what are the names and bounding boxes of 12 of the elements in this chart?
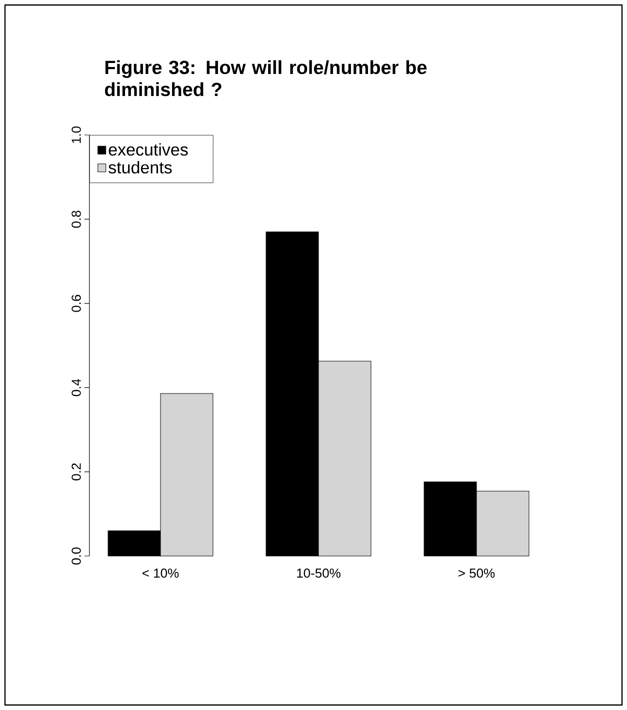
x-tick-label: > 50% <box>458 568 495 578</box>
chart-title: Figure 33: How will role/number be diminished ? <box>104 60 427 96</box>
y-tick-label: 1.0 <box>72 126 81 144</box>
x-tick-label: 10-50% <box>297 568 340 578</box>
legend-label: executives <box>108 143 188 156</box>
legend-label: students <box>108 161 172 174</box>
x-tick-label: < 10% <box>142 568 179 578</box>
y-tick-label: 0.6 <box>72 294 81 312</box>
y-tick-label: 0.2 <box>72 463 81 480</box>
y-tick-label: 0.4 <box>72 378 81 396</box>
y-tick-label: 0.0 <box>72 547 81 565</box>
y-tick-label: 0.8 <box>72 210 81 228</box>
